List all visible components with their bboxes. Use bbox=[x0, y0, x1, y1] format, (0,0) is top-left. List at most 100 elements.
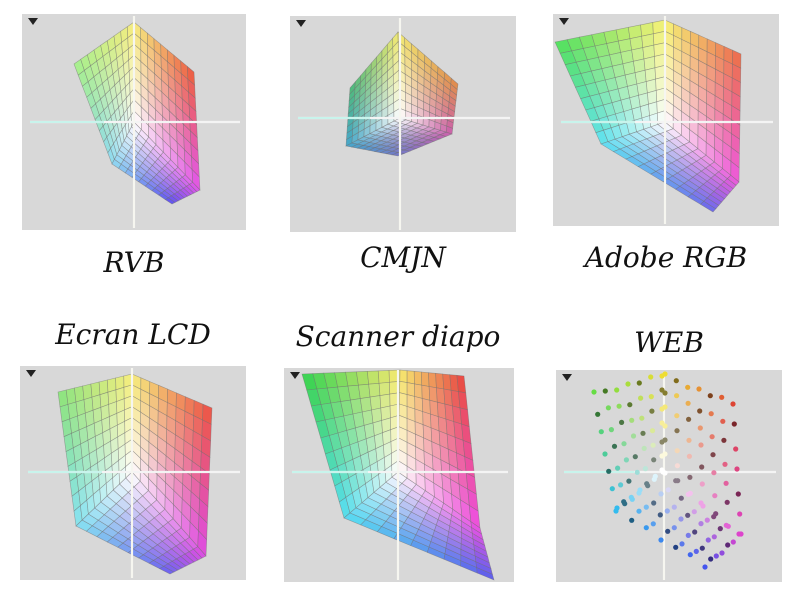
gamut-label-rvb: RVB bbox=[103, 246, 165, 279]
web-color-dot bbox=[639, 415, 645, 421]
mesh-cell bbox=[439, 131, 453, 137]
web-color-dot bbox=[614, 387, 620, 393]
menu-triangle-icon[interactable] bbox=[296, 20, 306, 27]
web-color-dot bbox=[641, 445, 647, 451]
gamut-svg-scanner bbox=[292, 369, 508, 581]
web-color-dot bbox=[658, 537, 664, 543]
web-color-dot bbox=[711, 514, 717, 520]
web-color-dot bbox=[651, 457, 657, 463]
menu-triangle-icon[interactable] bbox=[562, 374, 572, 381]
mesh-cell bbox=[414, 383, 423, 399]
mesh-cell bbox=[428, 372, 437, 389]
web-color-dot bbox=[724, 499, 730, 505]
web-color-dot bbox=[721, 437, 727, 443]
web-color-dot bbox=[602, 451, 608, 457]
gamut-svg-web bbox=[564, 371, 776, 580]
web-color-dot bbox=[719, 550, 725, 556]
web-color-dot bbox=[685, 512, 691, 518]
gamut-svg-lcd bbox=[28, 368, 240, 578]
mesh-cell bbox=[421, 384, 431, 401]
web-color-dot bbox=[673, 478, 679, 484]
gamut-label-scanner: Scanner diapo bbox=[295, 320, 501, 353]
web-color-dot bbox=[643, 504, 649, 510]
web-color-dot bbox=[632, 454, 638, 460]
web-color-dot bbox=[671, 504, 677, 510]
web-color-dot bbox=[731, 421, 737, 427]
web-color-dot bbox=[625, 381, 631, 387]
web-color-dot bbox=[687, 474, 693, 480]
web-color-dot bbox=[629, 496, 635, 502]
web-color-dot bbox=[686, 416, 692, 422]
web-color-dot bbox=[730, 401, 736, 407]
menu-triangle-icon[interactable] bbox=[290, 372, 300, 379]
web-color-dot bbox=[657, 512, 663, 518]
web-color-dot bbox=[697, 425, 703, 431]
web-color-dot bbox=[650, 521, 656, 527]
web-color-dot bbox=[702, 564, 708, 570]
web-color-dot bbox=[699, 481, 705, 487]
web-color-dot bbox=[717, 526, 723, 532]
gamut-face-bottom bbox=[600, 121, 740, 213]
web-color-dot bbox=[711, 470, 717, 476]
mesh-cell bbox=[456, 374, 467, 394]
gamut-panel-adobe bbox=[553, 14, 779, 226]
web-color-dot bbox=[615, 465, 621, 471]
web-color-dot bbox=[638, 395, 644, 401]
web-color-dot bbox=[662, 371, 668, 377]
web-color-dot bbox=[712, 493, 718, 499]
web-color-dot bbox=[733, 446, 739, 452]
menu-triangle-icon[interactable] bbox=[559, 18, 569, 25]
web-color-dot bbox=[618, 482, 624, 488]
web-color-dot bbox=[660, 469, 666, 475]
web-color-dot bbox=[707, 393, 713, 399]
web-color-dot bbox=[674, 463, 680, 469]
web-color-dot bbox=[598, 429, 604, 435]
gamut-label-cmjn: CMJN bbox=[360, 241, 446, 274]
gamut-panel-cmjn bbox=[290, 16, 516, 232]
web-color-dot bbox=[673, 378, 679, 384]
mesh-cell bbox=[358, 383, 371, 399]
mesh-cell bbox=[399, 380, 408, 395]
web-color-dot bbox=[636, 508, 642, 514]
gamut-label-adobe: Adobe RGB bbox=[584, 241, 748, 274]
web-color-dot bbox=[662, 451, 668, 457]
web-color-dot bbox=[637, 487, 643, 493]
web-color-dot bbox=[685, 491, 691, 497]
web-color-dot bbox=[698, 521, 704, 527]
mesh-cell bbox=[359, 396, 372, 413]
web-color-dot bbox=[737, 511, 743, 517]
gamut-face-left bbox=[73, 21, 135, 165]
web-color-dot bbox=[673, 544, 679, 550]
web-color-dot bbox=[645, 483, 651, 489]
web-color-dot bbox=[622, 501, 628, 507]
web-color-dot bbox=[591, 389, 597, 395]
web-color-dot bbox=[614, 505, 620, 511]
gamut-face-bottom bbox=[345, 117, 453, 157]
web-color-dot bbox=[685, 532, 691, 538]
web-color-dot bbox=[722, 461, 728, 467]
web-color-dot bbox=[643, 525, 649, 531]
mesh-cell bbox=[726, 174, 740, 186]
mesh-cell bbox=[379, 393, 391, 409]
gamut-panel-web bbox=[556, 370, 782, 582]
web-color-dot bbox=[662, 437, 668, 443]
menu-triangle-icon[interactable] bbox=[28, 18, 38, 25]
mesh-cell bbox=[420, 371, 430, 387]
menu-triangle-icon[interactable] bbox=[26, 370, 36, 377]
mesh-cell bbox=[368, 382, 381, 398]
web-color-dot bbox=[626, 478, 632, 484]
web-color-dot bbox=[671, 525, 677, 531]
web-color-dot bbox=[642, 466, 648, 472]
web-color-dot bbox=[609, 486, 615, 492]
web-color-dot bbox=[723, 522, 729, 528]
web-color-dot bbox=[699, 545, 705, 551]
web-color-dot bbox=[640, 430, 646, 436]
mesh-cell bbox=[406, 382, 416, 397]
web-color-dot bbox=[662, 423, 668, 429]
gamut-face-left bbox=[57, 373, 133, 527]
web-color-dot bbox=[730, 539, 736, 545]
gamut-face-right bbox=[664, 19, 742, 183]
web-color-dot bbox=[709, 434, 715, 440]
web-color-dot bbox=[699, 464, 705, 470]
web-color-dot bbox=[674, 413, 680, 419]
